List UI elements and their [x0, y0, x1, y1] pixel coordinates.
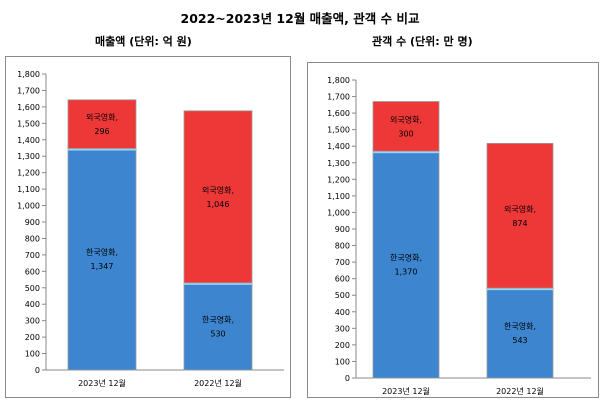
revenue-data-label-value: 296	[94, 127, 109, 136]
revenue-y-tick-label: 700	[25, 251, 40, 260]
audience-y-tick-label: 900	[335, 225, 350, 234]
revenue-y-tick-label: 1,800	[17, 70, 40, 79]
audience-bar-top-highlight	[487, 287, 553, 291]
audience-bar-top-highlight	[373, 150, 439, 154]
audience-category-label: 2022년 12월	[496, 386, 544, 396]
audience-category-label: 2023년 12월	[382, 386, 430, 396]
audience-y-tick-label: 1,800	[327, 76, 350, 85]
audience-data-label-name: 외국영화,	[504, 204, 536, 214]
audience-bar-foreign	[486, 143, 554, 289]
revenue-chart-panel: 0 100 200 300 400 500 600 700 800 900 1,000 1,100 1,…	[5, 56, 291, 398]
revenue-y-tick-label: 1,400	[17, 136, 40, 145]
revenue-bar-korean	[183, 282, 253, 371]
revenue-y-tick-label: 1,700	[17, 86, 40, 95]
audience-y-tick-label: 200	[335, 341, 350, 350]
audience-y-tick-label: 300	[335, 324, 350, 333]
revenue-category-label: 2022년 12월	[194, 378, 242, 388]
audience-y-tick-label: 1,700	[327, 93, 350, 102]
audience-y-tick-label: 1,400	[327, 142, 350, 151]
audience-chart-panel: 0 100 200 300 400 500 600 700 800 900 1,000 1,100 1,…	[307, 62, 599, 398]
revenue-y-tick-label: 900	[25, 218, 40, 227]
audience-y-tick-label: 600	[335, 275, 350, 284]
audience-y-tick-label: 1,200	[327, 175, 350, 184]
audience-y-tick-label: 500	[335, 291, 350, 300]
audience-y-tick-label: 100	[335, 357, 350, 366]
revenue-category-label: 2023년 12월	[78, 378, 126, 388]
audience-chart: 0 100 200 300 400 500 600 700 800 900 1,000 1,100 1,…	[327, 76, 591, 396]
audience-bar-korean	[372, 150, 440, 379]
revenue-data-label-name: 외국영화,	[86, 112, 118, 122]
audience-y-tick-label: 1,000	[327, 208, 350, 217]
revenue-data-label-value: 530	[210, 329, 225, 338]
revenue-bar-foreign	[67, 99, 137, 149]
audience-chart-title: 관객 수 (단위: 만 명)	[372, 35, 473, 48]
audience-data-label-name: 한국영화,	[504, 321, 536, 331]
audience-data-label-value: 1,370	[395, 268, 418, 277]
revenue-y-tick-label: 600	[25, 267, 40, 276]
audience-y-tick-label: 1,300	[327, 159, 350, 168]
audience-y-tick-label: 700	[335, 258, 350, 267]
audience-data-label-name: 외국영화,	[390, 114, 422, 124]
revenue-y-tick-label: 400	[25, 300, 40, 309]
revenue-y-tick-label: 1,000	[17, 202, 40, 211]
revenue-y-tick-label: 1,500	[17, 119, 40, 128]
audience-y-tick-label: 1,500	[327, 126, 350, 135]
revenue-y-tick-label: 0	[35, 366, 40, 375]
audience-y-tick-label: 1,600	[327, 109, 350, 118]
audience-y-tick-label: 0	[345, 374, 350, 383]
revenue-bar-foreign	[183, 110, 253, 284]
revenue-y-tick-label: 100	[25, 350, 40, 359]
revenue-y-tick-label: 1,300	[17, 152, 40, 161]
audience-data-label-value: 874	[512, 219, 527, 228]
revenue-bar-top-highlight	[184, 281, 252, 285]
revenue-data-label-name: 한국영화,	[86, 247, 118, 257]
revenue-y-tick-label: 1,600	[17, 103, 40, 112]
revenue-y-tick-label: 800	[25, 234, 40, 243]
revenue-data-label-name: 외국영화,	[202, 185, 234, 195]
page-title: 2022~2023년 12월 매출액, 관객 수 비교	[180, 11, 420, 26]
audience-bar-foreign	[372, 101, 440, 152]
revenue-data-label-value: 1,347	[91, 262, 114, 271]
audience-bar-korean	[486, 287, 554, 379]
audience-data-label-name: 한국영화,	[390, 253, 422, 263]
audience-data-label-value: 300	[398, 129, 413, 138]
revenue-y-tick-label: 200	[25, 333, 40, 342]
revenue-data-label-name: 한국영화,	[202, 314, 234, 324]
audience-y-tick-label: 1,100	[327, 192, 350, 201]
revenue-data-label-value: 1,046	[207, 200, 230, 209]
revenue-y-tick-label: 1,100	[17, 185, 40, 194]
audience-y-tick-label: 800	[335, 242, 350, 251]
revenue-bar-korean	[67, 148, 137, 371]
audience-y-tick-label: 400	[335, 308, 350, 317]
revenue-y-tick-label: 300	[25, 317, 40, 326]
revenue-y-tick-label: 1,200	[17, 169, 40, 178]
audience-data-label-value: 543	[512, 336, 527, 345]
revenue-chart: 0 100 200 300 400 500 600 700 800 900 1,000 1,100 1,…	[17, 70, 284, 388]
revenue-chart-title: 매출액 (단위: 억 원)	[95, 35, 192, 48]
revenue-bar-top-highlight	[68, 147, 136, 151]
revenue-y-tick-label: 500	[25, 284, 40, 293]
